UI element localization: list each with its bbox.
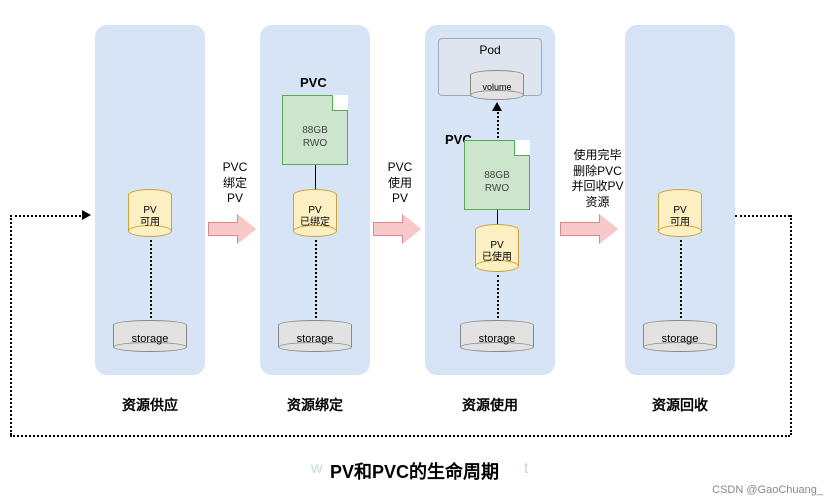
storage-3: storage bbox=[460, 325, 534, 353]
arrow-2-label: PVC 使用 PV bbox=[370, 160, 430, 207]
volume-cyl: volume bbox=[470, 75, 524, 101]
phase-2-label: 资源绑定 bbox=[265, 395, 365, 415]
credit-text: CSDN @GaoChuang_ bbox=[712, 484, 823, 496]
storage-4: storage bbox=[643, 325, 717, 353]
storage-1: storage bbox=[113, 325, 187, 353]
dotted-4 bbox=[680, 240, 682, 318]
phase-1-label: 资源供应 bbox=[100, 395, 200, 415]
loop-bottom-h bbox=[10, 435, 790, 437]
arrow-1-label: PVC 绑定 PV bbox=[205, 160, 265, 207]
pvc-3-doc: 88GB RWO bbox=[464, 140, 530, 210]
phase-4-label: 资源回收 bbox=[630, 395, 730, 415]
loop-right-v bbox=[790, 215, 792, 435]
pvc-2-doc: 88GB RWO bbox=[282, 95, 348, 165]
storage-2: storage bbox=[278, 325, 352, 353]
pv-4: PV 可用 bbox=[658, 195, 702, 237]
arrow-3-label: 使用完毕 删除PVC 并回收PV 资源 bbox=[560, 148, 635, 210]
pv-1: PV 可用 bbox=[128, 195, 172, 237]
dotted-1 bbox=[150, 240, 152, 318]
dotted-3 bbox=[497, 275, 499, 318]
phase-3-label: 资源使用 bbox=[440, 395, 540, 415]
dotted-2 bbox=[315, 240, 317, 318]
loop-left-v bbox=[10, 215, 12, 435]
pv-3: PV 已使用 bbox=[475, 230, 519, 272]
loop-arrow-tip bbox=[82, 210, 91, 220]
arrow-up-tip bbox=[492, 102, 502, 111]
watermark-right: t bbox=[524, 460, 528, 478]
diagram-title: PV和PVC的生命周期 bbox=[330, 458, 499, 484]
pv-2: PV 已绑定 bbox=[293, 195, 337, 237]
pvc-2-title: PVC bbox=[300, 75, 327, 90]
loop-top-h bbox=[735, 215, 790, 217]
watermark-left: w bbox=[311, 460, 323, 478]
dotted-3-up bbox=[497, 108, 499, 138]
pod-label: Pod bbox=[479, 43, 500, 57]
loop-left-h bbox=[10, 215, 85, 217]
